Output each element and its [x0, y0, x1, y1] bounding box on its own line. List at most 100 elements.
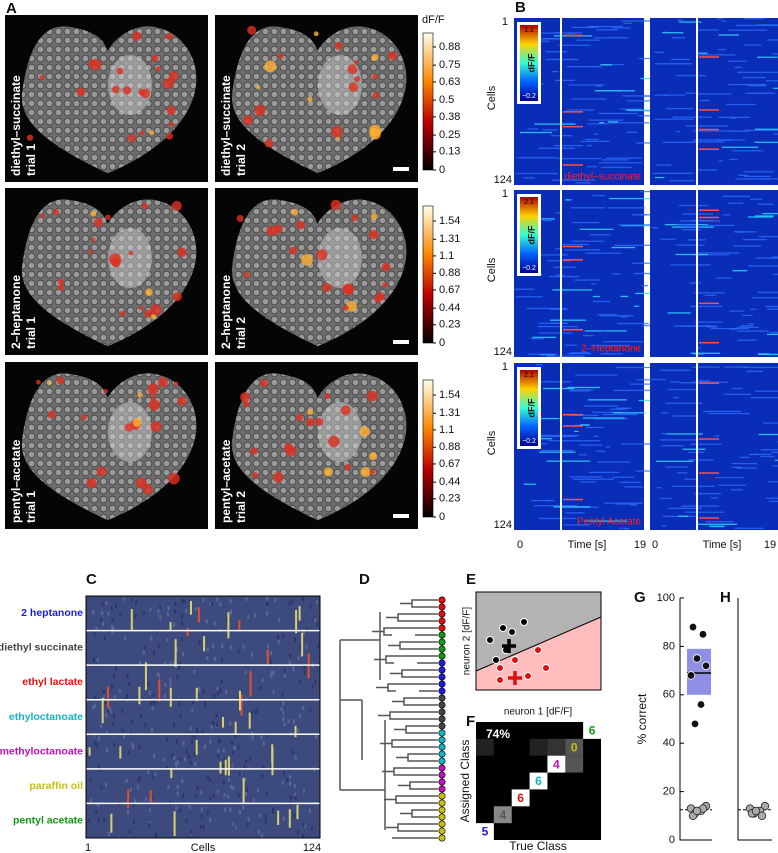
heatmap-noise [291, 749, 294, 754]
response-spot [173, 381, 179, 386]
response-spot [137, 392, 143, 398]
heatmap-noise [126, 674, 129, 679]
heatmap-streak [735, 231, 746, 233]
heatmap-streak [584, 440, 601, 442]
heatmap-streak [767, 39, 778, 41]
response-spot [323, 467, 333, 477]
heatmap-streak [576, 39, 601, 41]
heatmap-noise [302, 789, 305, 794]
heatmap-streak [731, 466, 742, 468]
response-spot [86, 477, 97, 489]
heatmap-noise [266, 601, 269, 606]
colorbar-tick-label: 0.88 [439, 41, 460, 53]
leaf-dot [438, 813, 446, 821]
heatmap-noise [152, 693, 155, 698]
heatmap-streak [538, 332, 573, 334]
leaf-dot [438, 736, 446, 744]
heatmap-streak [662, 32, 684, 34]
heatmap-streak [174, 639, 177, 668]
y-bottom: 124 [494, 174, 512, 186]
response-spot [123, 86, 132, 95]
heatmap-streak [575, 182, 592, 184]
leaf-dot [438, 729, 446, 737]
heatmap-noise [309, 708, 312, 713]
heatmap-noise [122, 596, 125, 601]
heatmap-noise [234, 825, 237, 830]
heatmap-streak [671, 58, 690, 61]
heatmap-streak [728, 202, 744, 204]
heatmap-noise [100, 785, 103, 790]
odor-label: pentyl–acetate [219, 439, 233, 523]
heatmap-streak [641, 285, 649, 287]
heatmap-streak [616, 322, 649, 325]
sample-point [496, 664, 504, 672]
heatmap-noise [210, 602, 213, 607]
heatmap-noise [131, 719, 134, 724]
heatmap-noise [94, 695, 97, 700]
heatmap-streak [540, 254, 568, 256]
heatmap-noise [173, 622, 176, 627]
heatmap-streak [696, 347, 701, 349]
heart-image [231, 373, 407, 521]
heatmap-streak [602, 159, 630, 161]
sample-point [499, 624, 507, 632]
heatmap-streak [661, 412, 669, 414]
heatmap-streak [558, 44, 591, 46]
heatmap-streak [652, 227, 659, 229]
heatmap-noise [149, 808, 152, 813]
response-spot [354, 76, 361, 83]
heatmap-noise [206, 775, 209, 780]
heatmap-streak [732, 150, 764, 152]
heatmap-streak [571, 26, 599, 29]
heatmap-noise [104, 782, 107, 787]
heatmap-streak [750, 198, 763, 200]
heatmap-streak [587, 123, 610, 125]
y-label: % correct [635, 693, 649, 744]
heatmap-noise [193, 669, 196, 674]
heatmap-noise [297, 656, 300, 661]
heatmap-noise [195, 794, 198, 799]
response-spot [150, 304, 162, 316]
heatmap-streak [681, 229, 702, 231]
heatmap-streak [721, 146, 759, 148]
response-spot [81, 414, 87, 421]
heatmap-noise [95, 626, 98, 631]
heatmap-streak [704, 294, 717, 296]
heatmap-streak [767, 308, 778, 310]
heatmap-streak [546, 355, 585, 357]
heatmap-noise [237, 649, 240, 654]
heatmap-streak [609, 197, 654, 200]
x-end: 19 [764, 539, 776, 551]
matrix-cell [511, 789, 530, 807]
leaf-dot [438, 652, 446, 660]
heatmap-noise [242, 644, 245, 649]
shuffled-point [751, 806, 761, 816]
heatmap-noise [301, 596, 304, 601]
matrix-cell [476, 738, 494, 756]
heatmap-streak [673, 396, 680, 399]
heatmap-noise [176, 739, 179, 744]
heatmap-noise [317, 644, 320, 649]
heatmap-streak [554, 79, 575, 82]
response-spot [250, 447, 258, 455]
heatmap-hot [699, 56, 719, 58]
heatmap-streak [696, 93, 732, 95]
heatmap-noise [254, 709, 257, 714]
odor-label: 2 heptanone [21, 607, 83, 619]
heatmap-streak [535, 364, 543, 366]
response-spot [348, 82, 359, 92]
heatmap-streak [569, 390, 590, 392]
heatmap-streak [717, 48, 726, 51]
heatmap-noise [202, 598, 205, 603]
heatmap-streak [758, 236, 778, 238]
y-label: Assigned Class [458, 740, 472, 823]
heatmap-streak [694, 493, 722, 495]
heatmap-noise [217, 739, 220, 744]
heatmap-noise [109, 708, 112, 713]
heatmap-noise [111, 722, 114, 727]
heatmap-streak [766, 497, 778, 499]
diagonal-count: 4 [553, 757, 560, 771]
heatmap-streak [690, 443, 722, 445]
heatmap-noise [103, 817, 106, 822]
heatmap-noise [216, 686, 219, 691]
